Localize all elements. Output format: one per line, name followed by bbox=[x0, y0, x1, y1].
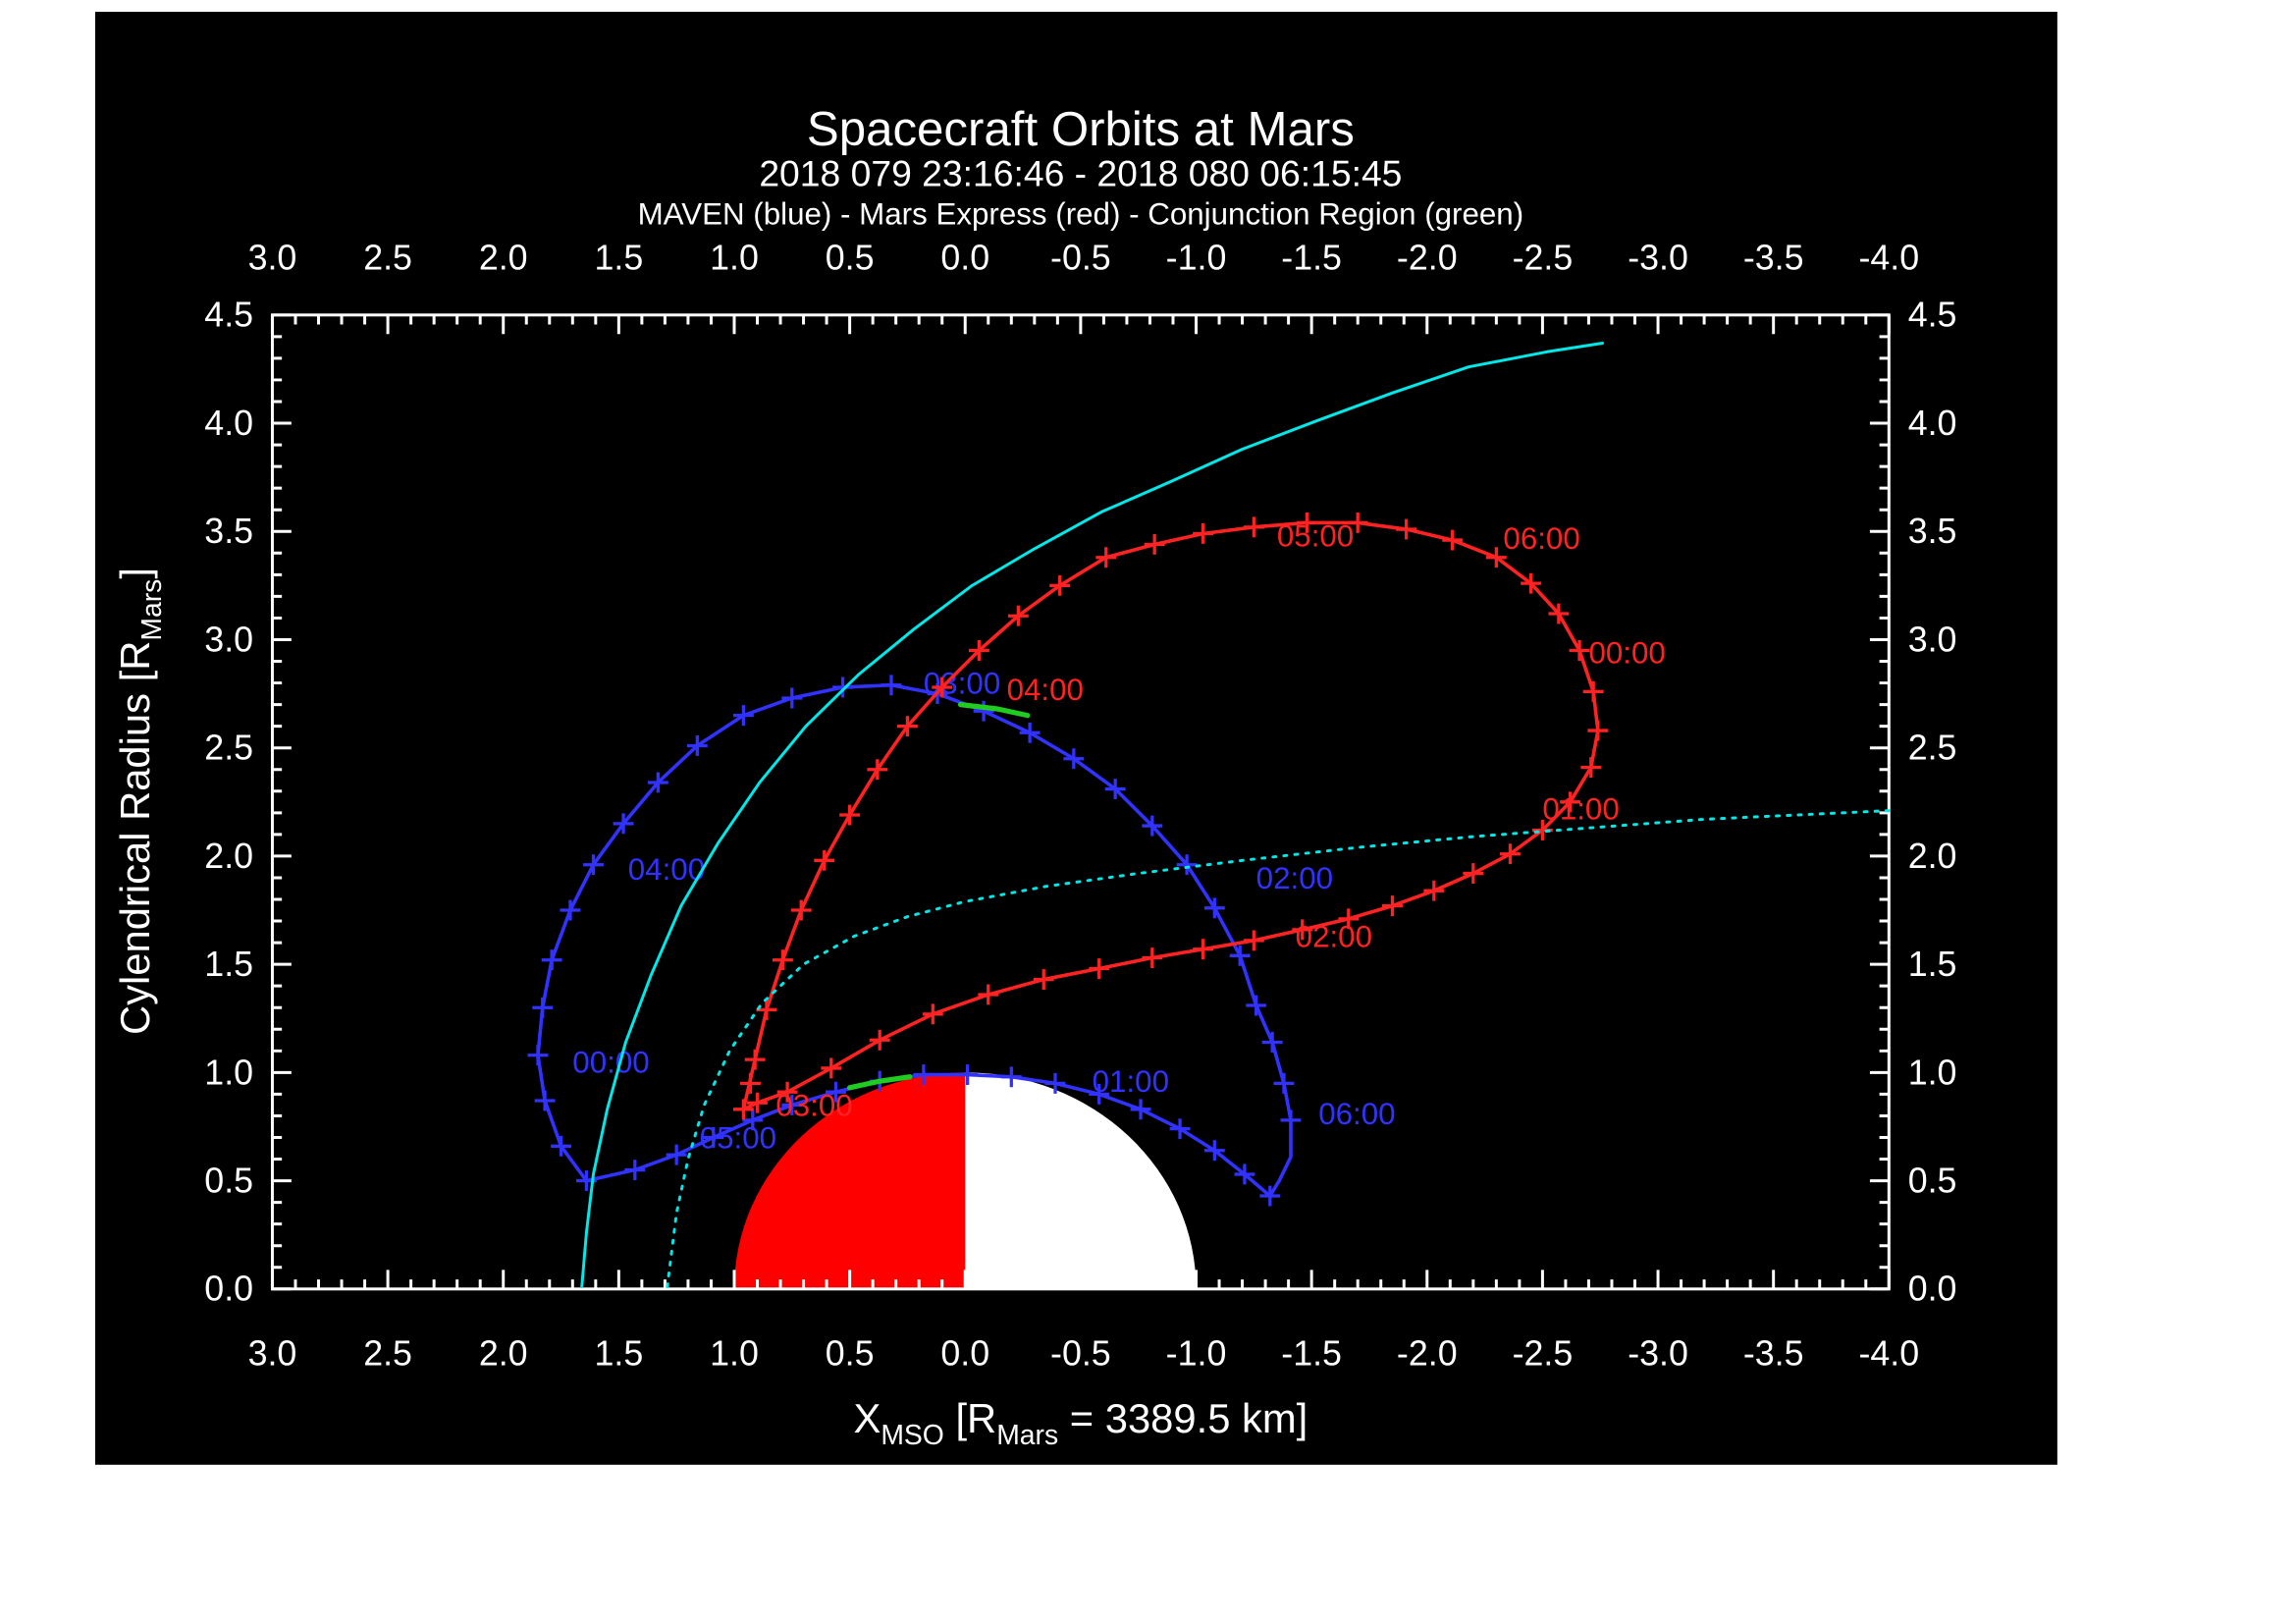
maven-time-label: 00:00 bbox=[572, 1045, 649, 1079]
x-axis-tick-label-bottom: -3.0 bbox=[1628, 1333, 1688, 1373]
y-axis-tick-label-right: 0.5 bbox=[1908, 1162, 1957, 1201]
mars-express-orbit-path bbox=[741, 520, 1600, 1111]
x-axis-tick-label-top: 2.0 bbox=[479, 239, 528, 278]
x-axis-tick-label-top: -4.0 bbox=[1858, 239, 1919, 278]
y-axis-tick-label-left: 1.5 bbox=[204, 945, 253, 984]
x-axis-tick-label-top: 1.0 bbox=[710, 239, 759, 278]
plot-legend: MAVEN (blue) - Mars Express (red) - Conj… bbox=[638, 196, 1524, 231]
mars-express-time-tick-marks bbox=[732, 512, 1609, 1120]
mars-express-time-label: 02:00 bbox=[1296, 919, 1372, 953]
x-axis-title: XMSO [RMars = 3389.5 km] bbox=[853, 1395, 1308, 1451]
y-axis-tick-label-left: 1.0 bbox=[204, 1053, 253, 1092]
mars-nightside bbox=[965, 1072, 1197, 1289]
x-axis-tick-label-top: 2.5 bbox=[363, 239, 412, 278]
x-axis-tick-label-bottom: -1.0 bbox=[1166, 1333, 1227, 1373]
y-axis-title: Cylendrical Radius [RMars] bbox=[112, 568, 168, 1035]
x-axis-tick-label-top: 1.5 bbox=[594, 239, 643, 278]
mars-express-time-label: 03:00 bbox=[775, 1088, 852, 1122]
x-axis-tick-label-top: -2.0 bbox=[1397, 239, 1458, 278]
mars-express-time-label: 01:00 bbox=[1542, 791, 1619, 826]
x-axis-tick-label-bottom: 3.0 bbox=[248, 1333, 297, 1373]
maven-time-label: 04:00 bbox=[628, 852, 705, 887]
boundary-dotted-orbit-path bbox=[666, 809, 1891, 1289]
x-axis-tick-label-top: -1.5 bbox=[1281, 239, 1342, 278]
mars-express-time-label: 06:00 bbox=[1503, 521, 1579, 556]
x-axis-tick-label-bottom: -2.5 bbox=[1513, 1333, 1574, 1373]
chart-layer: 3.0 3.0 2.5 2.5 2.0 2.0 1.5 1.5 1.0 1.0 0.5 0.5 0.0 0… bbox=[204, 239, 1956, 1374]
y-axis-tick-label-left: 0.0 bbox=[204, 1270, 253, 1309]
y-axis-tick-label-left: 3.0 bbox=[204, 620, 253, 659]
x-axis-tick-label-bottom: 0.5 bbox=[826, 1333, 875, 1373]
x-axis-tick-label-top: -2.5 bbox=[1513, 239, 1574, 278]
mars-express-time-label: 05:00 bbox=[1277, 519, 1354, 554]
y-axis-tick-label-right: 1.0 bbox=[1908, 1053, 1957, 1092]
y-axis-tick-label-right: 3.0 bbox=[1908, 620, 1957, 659]
maven-time-label: 06:00 bbox=[1318, 1097, 1395, 1131]
x-axis-tick-label-top: 3.0 bbox=[248, 239, 297, 278]
mars-dayside bbox=[733, 1072, 966, 1289]
y-axis-tick-label-right: 4.5 bbox=[1908, 296, 1957, 335]
axis-ticks bbox=[270, 313, 1891, 1291]
y-axis-tick-label-left: 2.0 bbox=[204, 837, 253, 876]
mars-express-time-label: 04:00 bbox=[1007, 673, 1084, 707]
x-axis-tick-label-top: -0.5 bbox=[1050, 239, 1111, 278]
x-axis-tick-label-bottom: -2.0 bbox=[1397, 1333, 1458, 1373]
plot-subtitle: 2018 079 23:16:46 - 2018 080 06:15:45 bbox=[759, 153, 1402, 194]
maven-time-label: 02:00 bbox=[1256, 861, 1333, 895]
x-axis-tick-label-top: -3.0 bbox=[1628, 239, 1688, 278]
mars-express-time-label: 00:00 bbox=[1588, 636, 1665, 671]
x-axis-tick-label-top: -3.5 bbox=[1743, 239, 1804, 278]
y-axis-tick-label-right: 2.5 bbox=[1908, 729, 1957, 768]
x-axis-tick-label-bottom: 1.0 bbox=[710, 1333, 759, 1373]
x-axis-tick-label-bottom: 2.0 bbox=[479, 1333, 528, 1373]
x-axis-tick-label-bottom: -1.5 bbox=[1281, 1333, 1342, 1373]
y-axis-tick-label-right: 4.0 bbox=[1908, 404, 1957, 443]
y-axis-tick-label-left: 4.5 bbox=[204, 296, 253, 335]
y-axis-tick-label-left: 3.5 bbox=[204, 512, 253, 551]
conjunction-orbit-path bbox=[847, 701, 1031, 1091]
x-axis-tick-label-bottom: 1.5 bbox=[594, 1333, 643, 1373]
maven-time-label: 01:00 bbox=[1093, 1064, 1169, 1099]
y-axis-tick-label-left: 2.5 bbox=[204, 729, 253, 768]
x-axis-tick-label-top: 0.0 bbox=[940, 239, 989, 278]
y-axis-tick-label-right: 1.5 bbox=[1908, 945, 1957, 984]
maven-time-tick-marks bbox=[527, 675, 1302, 1207]
x-axis-tick-label-bottom: 2.5 bbox=[363, 1333, 412, 1373]
x-axis-tick-label-top: -1.0 bbox=[1166, 239, 1227, 278]
x-axis-tick-label-bottom: -0.5 bbox=[1050, 1333, 1111, 1373]
plot-title: Spacecraft Orbits at Mars bbox=[807, 102, 1355, 156]
y-axis-tick-label-left: 0.5 bbox=[204, 1162, 253, 1201]
y-axis-tick-label-left: 4.0 bbox=[204, 404, 253, 443]
bow-shock-orbit-path bbox=[580, 341, 1605, 1289]
maven-time-label: 05:00 bbox=[700, 1121, 776, 1156]
y-axis-tick-label-right: 3.5 bbox=[1908, 512, 1957, 551]
x-axis-tick-label-bottom: -4.0 bbox=[1858, 1333, 1919, 1373]
x-axis-tick-label-bottom: -3.5 bbox=[1743, 1333, 1804, 1373]
y-axis-tick-label-right: 0.0 bbox=[1908, 1270, 1957, 1309]
x-axis-tick-label-top: 0.5 bbox=[826, 239, 875, 278]
x-axis-tick-label-bottom: 0.0 bbox=[940, 1333, 989, 1373]
y-axis-tick-label-right: 2.0 bbox=[1908, 837, 1957, 876]
